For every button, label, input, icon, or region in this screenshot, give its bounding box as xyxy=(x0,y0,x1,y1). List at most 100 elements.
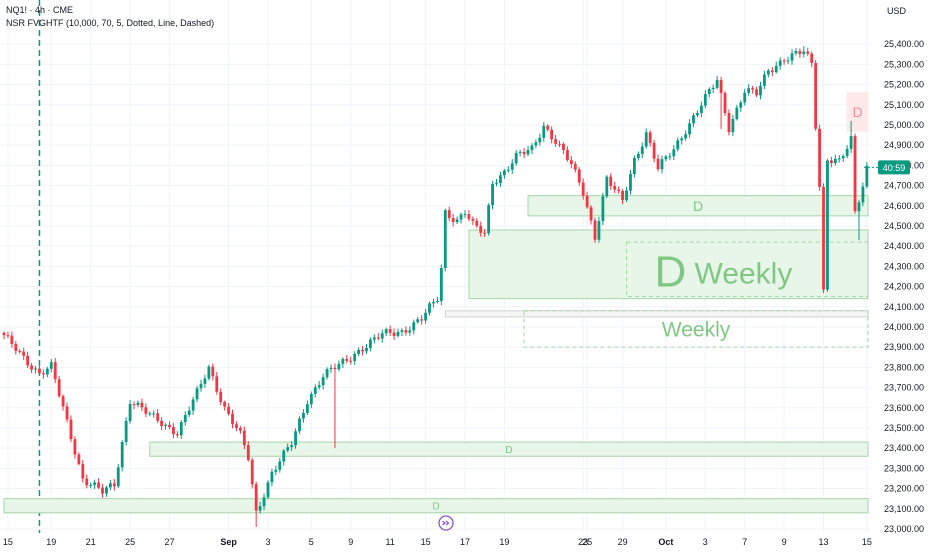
candle-body xyxy=(278,461,282,470)
candle-body xyxy=(215,376,219,392)
candle-body xyxy=(262,497,266,507)
candle-body xyxy=(89,484,93,486)
candle-body xyxy=(569,160,573,165)
candle-body xyxy=(680,138,684,141)
candle-body xyxy=(380,333,384,339)
time-tick-label: 15 xyxy=(862,537,872,547)
candle-body xyxy=(384,329,388,334)
price-tick-label: 24,700.00 xyxy=(884,181,924,191)
candle-body xyxy=(26,355,30,366)
price-tick-label: 24,000.00 xyxy=(884,322,924,332)
candle-body xyxy=(731,119,735,133)
fvg-zone xyxy=(527,195,869,217)
candle-body xyxy=(648,132,652,143)
candle-body xyxy=(514,152,518,164)
candle-body xyxy=(707,89,711,94)
replay-icon[interactable] xyxy=(438,515,454,531)
candle-body xyxy=(97,482,100,488)
candle-body xyxy=(77,454,81,465)
candle-body xyxy=(93,482,97,485)
current-price-badge: 40:59 xyxy=(864,160,910,175)
candle-body xyxy=(160,420,163,427)
candle-body xyxy=(18,351,22,353)
candle-body xyxy=(806,51,810,54)
candle-body xyxy=(376,337,380,339)
candle-body xyxy=(538,137,542,143)
candle-body xyxy=(239,428,242,431)
candles xyxy=(2,46,869,527)
candle-body xyxy=(428,303,431,313)
time-tick-label: 5 xyxy=(309,537,314,547)
candle-body xyxy=(546,125,550,130)
candle-body xyxy=(164,424,167,427)
time-tick-label: 23 xyxy=(578,537,588,547)
candle-body xyxy=(396,331,400,336)
candle-body xyxy=(593,220,597,240)
candle-body xyxy=(723,92,727,114)
candle-body xyxy=(672,149,676,157)
fvg-zone xyxy=(523,310,869,348)
time-tick-label: 21 xyxy=(86,537,96,547)
candle-body xyxy=(522,151,526,155)
replay-icon-circle[interactable] xyxy=(438,515,454,531)
candle-body xyxy=(715,80,719,88)
replay-icon-arrow[interactable] xyxy=(442,520,450,526)
candle-body xyxy=(676,140,680,150)
candle-body xyxy=(195,388,199,400)
price-tick-label: 23,100.00 xyxy=(884,504,924,514)
candle-body xyxy=(361,350,364,352)
price-tick-label: 23,200.00 xyxy=(884,484,924,494)
time-tick-label: 17 xyxy=(460,537,470,547)
candle-body xyxy=(766,70,770,75)
candle-body xyxy=(530,145,534,150)
candle-body xyxy=(53,362,57,380)
candle-body xyxy=(329,367,333,370)
candle-body xyxy=(187,410,191,416)
candle-body xyxy=(558,143,561,145)
candle-body xyxy=(333,367,337,370)
price-axis[interactable]: 25,400.00 25,300.00 25,200.00 25,100.00 25,0… xyxy=(884,39,924,534)
candle-body xyxy=(61,396,65,407)
candle-body xyxy=(152,413,156,415)
price-tick-label: 24,400.00 xyxy=(884,241,924,251)
candle-body xyxy=(298,418,301,432)
candle-body xyxy=(116,467,120,487)
price-tick-label: 25,400.00 xyxy=(884,39,924,49)
candle-body xyxy=(774,65,778,73)
candle-body xyxy=(613,186,617,190)
candle-body xyxy=(353,353,357,361)
candle-body xyxy=(443,210,447,269)
candle-body xyxy=(6,335,10,337)
candle-body xyxy=(124,420,128,442)
candle-body xyxy=(408,330,412,333)
zone-label-weekly: Weekly xyxy=(662,319,731,342)
candle-body xyxy=(392,332,396,336)
candle-body xyxy=(227,406,230,414)
candle-body xyxy=(739,102,743,108)
candle-body xyxy=(85,478,89,486)
candle-body xyxy=(833,158,837,164)
candle-body xyxy=(250,460,254,485)
candle-body xyxy=(34,368,37,370)
candle-body xyxy=(684,134,688,139)
candle-body xyxy=(432,301,435,304)
candle-body xyxy=(57,379,61,397)
candle-body xyxy=(148,413,152,415)
candle-body xyxy=(778,60,782,66)
candle-body xyxy=(636,153,640,159)
candle-body xyxy=(223,401,227,407)
candle-body xyxy=(554,139,557,144)
price-tick-label: 24,300.00 xyxy=(884,261,924,271)
candle-body xyxy=(140,402,144,408)
candle-body xyxy=(183,415,187,423)
candle-body xyxy=(790,53,794,61)
zone-label-d: D xyxy=(655,247,687,296)
candle-body xyxy=(112,483,116,487)
fvg-zone xyxy=(149,441,869,457)
candle-body xyxy=(246,445,250,461)
indicator-legend[interactable]: NSR FVGHTF (10,000, 70, 5, Dotted, Line,… xyxy=(6,18,215,28)
candle-body xyxy=(412,322,416,331)
